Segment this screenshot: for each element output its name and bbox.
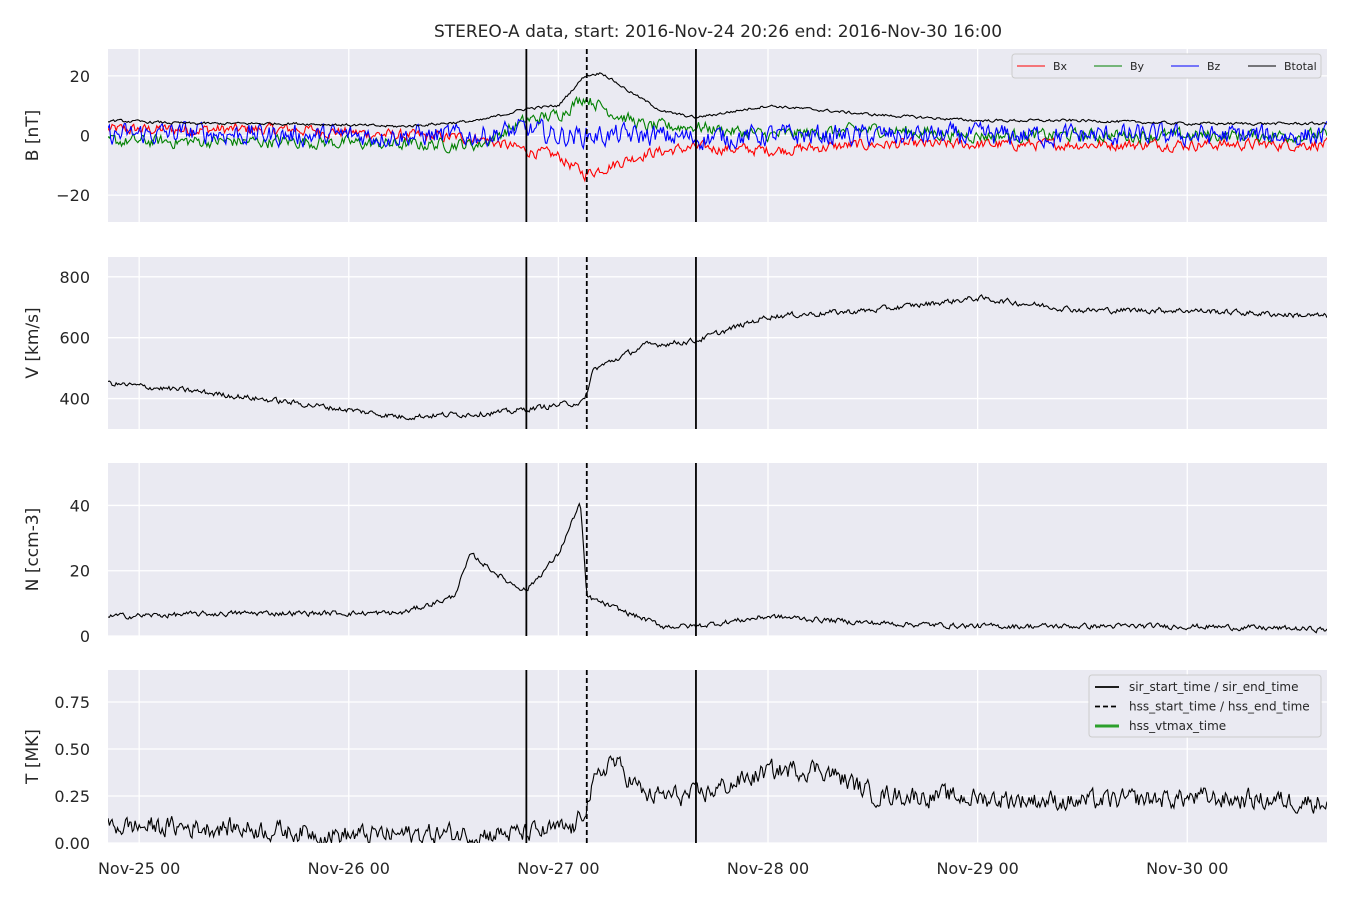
panel-2: 400 600 800 V [km/s] — [23, 257, 1327, 429]
panel-4: Nov-25 00 Nov-26 00 Nov-27 00 Nov-28 00 Nov-… — [23, 670, 1327, 878]
y-tick-label: 0.75 — [54, 693, 90, 712]
series-line-bz — [108, 118, 1327, 151]
legend-box — [1088, 674, 1322, 738]
y-tick-label: 20 — [70, 67, 90, 86]
y-tick-label: 0.25 — [54, 787, 90, 806]
event-legend: sir_start_time / sir_end_time hss_start_t… — [1088, 674, 1322, 738]
series-line-panel-4 — [108, 755, 1327, 843]
data-layer — [108, 755, 1327, 843]
y-axis-label: V [km/s] — [23, 307, 43, 378]
plot-area — [108, 257, 1327, 429]
x-tick-label: Nov-30 00 — [1146, 859, 1228, 878]
y-tick-label: 0 — [80, 127, 90, 146]
series-line-bx — [108, 121, 1327, 183]
plot-area — [108, 463, 1327, 636]
legend-label: Btotal — [1284, 60, 1317, 73]
series-line-panel-2 — [108, 294, 1327, 421]
panel-3: 0 20 40 N [ccm-3] — [23, 463, 1327, 646]
legend-label: sir_start_time / sir_end_time — [1129, 680, 1299, 694]
legend-label: Bz — [1207, 60, 1221, 73]
x-tick-label: Nov-26 00 — [308, 859, 390, 878]
legend-label: Bx — [1053, 60, 1068, 73]
y-tick-label: 400 — [59, 390, 90, 409]
y-tick-label: 800 — [59, 268, 90, 287]
y-axis-label: B [nT] — [23, 110, 43, 162]
y-tick-label: 0.50 — [54, 740, 90, 759]
y-tick-label: −20 — [56, 186, 90, 205]
x-tick-label: Nov-28 00 — [727, 859, 809, 878]
series-line-btotal — [108, 72, 1327, 128]
y-tick-label: 0.00 — [54, 834, 90, 853]
legend-label: By — [1130, 60, 1145, 73]
data-layer — [108, 502, 1327, 634]
y-tick-label: 0 — [80, 627, 90, 646]
x-tick-label: Nov-25 00 — [98, 859, 180, 878]
data-layer — [108, 72, 1327, 183]
x-tick-label: Nov-27 00 — [517, 859, 599, 878]
legend-label: hss_vtmax_time — [1129, 719, 1226, 733]
y-axis-label: T [MK] — [23, 729, 43, 785]
y-tick-label: 40 — [70, 496, 90, 515]
y-axis-label: N [ccm-3] — [23, 508, 43, 592]
legend-box — [1011, 53, 1322, 79]
x-tick-label: Nov-29 00 — [936, 859, 1018, 878]
y-tick-label: 600 — [59, 329, 90, 348]
y-tick-label: 20 — [70, 562, 90, 581]
data-layer — [108, 294, 1327, 421]
figure-title: STEREO-A data, start: 2016-Nov-24 20:26 … — [434, 22, 1002, 42]
b-legend: Bx By Bz Btotal — [1011, 53, 1322, 79]
panel-1: −20 0 20 B [nT] Bx By Bz Btotal — [23, 49, 1327, 222]
series-line-panel-3 — [108, 502, 1327, 634]
series-line-by — [108, 95, 1327, 154]
legend-label: hss_start_time / hss_end_time — [1129, 700, 1310, 714]
